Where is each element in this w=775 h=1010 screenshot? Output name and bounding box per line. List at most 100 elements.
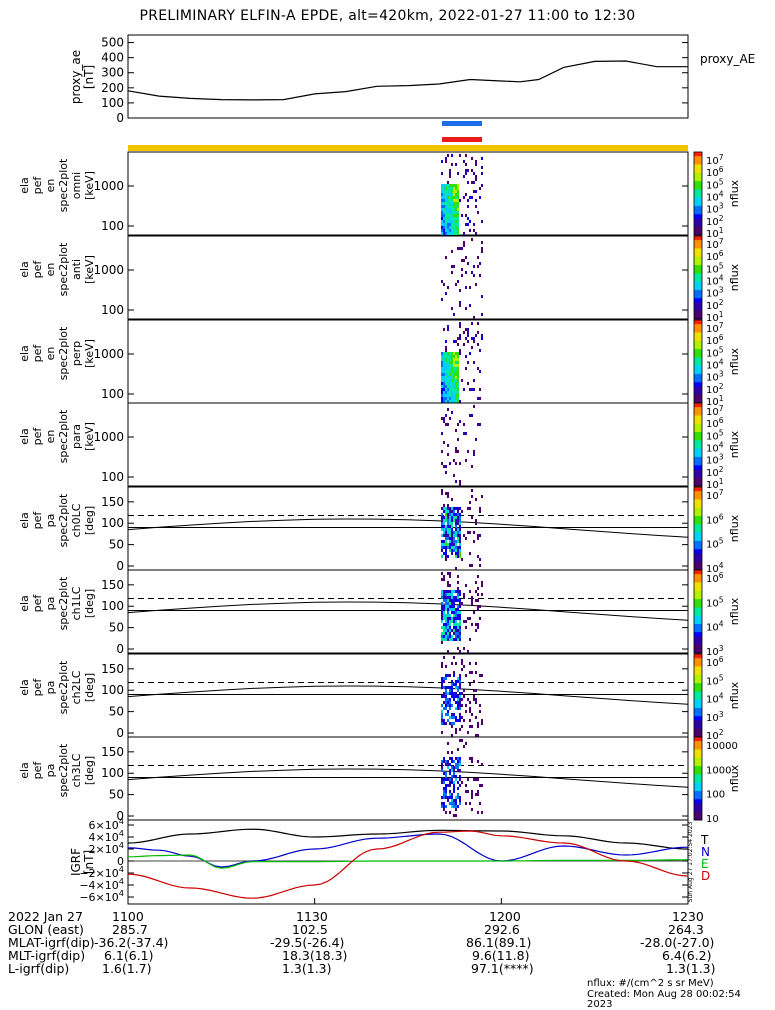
spec-pixel xyxy=(461,268,463,271)
spec-pixel xyxy=(477,256,479,259)
spec-pixel xyxy=(471,564,473,567)
spec-pixel xyxy=(449,617,451,620)
spec-pixel xyxy=(441,546,443,549)
spec-pixel xyxy=(453,692,455,695)
spec-pixel xyxy=(457,528,459,531)
spec-pixel xyxy=(441,211,443,214)
spec-pixel xyxy=(457,382,459,385)
spec-pixel xyxy=(477,587,479,590)
spec-pixel xyxy=(457,367,459,370)
spec-pixel xyxy=(465,432,467,435)
spec-pixel xyxy=(471,346,473,349)
spec-pixel xyxy=(455,385,457,388)
spec-pixel xyxy=(469,757,471,760)
spec-pixel xyxy=(455,778,457,781)
spec-ylabel: spec2plot xyxy=(57,576,70,630)
colorbar-cell xyxy=(694,236,702,241)
spec-pixel xyxy=(455,596,457,599)
spec-pixel xyxy=(471,388,473,391)
spec-pixel xyxy=(465,784,467,787)
spec-ytick-label: 100 xyxy=(101,303,124,317)
spec-pixel xyxy=(443,540,445,543)
spec-pixel xyxy=(467,382,469,385)
spec-pixel xyxy=(475,519,477,522)
spec-pixel xyxy=(455,513,457,516)
spec-pixel xyxy=(463,534,465,537)
colorbar-cell xyxy=(694,516,702,521)
spec-pixel xyxy=(477,211,479,214)
spec-pixel xyxy=(477,343,479,346)
colorbar-cell xyxy=(694,456,702,462)
colorbar-tick-label: 107 xyxy=(706,153,724,168)
spec-panel-frame xyxy=(127,151,689,236)
igrf-frame xyxy=(127,819,689,905)
spec-pixel xyxy=(457,516,459,519)
spec-pixel xyxy=(449,214,451,217)
spec-pixel xyxy=(443,692,445,695)
spec-pixel xyxy=(441,280,443,283)
spec-pixel xyxy=(443,465,445,468)
spec-pixel xyxy=(451,232,453,235)
spec-panel-frame xyxy=(127,569,689,654)
spec-pixel xyxy=(447,590,449,593)
footer-value: -36.2(-37.4) xyxy=(94,935,169,950)
spec-pixel xyxy=(445,193,447,196)
spec-pixel xyxy=(459,611,461,614)
spec-pixel xyxy=(453,590,455,593)
spec-pixel xyxy=(463,244,465,247)
spec-pixel xyxy=(453,199,455,202)
spec-pixel xyxy=(449,549,451,552)
spec-pixel xyxy=(445,196,447,199)
spec-pixel xyxy=(451,725,453,728)
spec-pixel xyxy=(445,775,447,778)
spec-pixel xyxy=(449,620,451,623)
spec-ylabel: ela xyxy=(18,512,31,529)
footer-label: GLON (east) xyxy=(8,922,84,937)
spec-pixel xyxy=(455,599,457,602)
colorbar-tick-label: 104 xyxy=(706,273,724,288)
spec-pixel xyxy=(443,400,445,403)
spec-pixel xyxy=(457,373,459,376)
spec-pixel xyxy=(457,769,459,772)
spec-pixel xyxy=(449,358,451,361)
spec-pixel xyxy=(457,626,459,629)
colorbar-cell xyxy=(694,320,702,325)
spec-pixel xyxy=(447,223,449,226)
spec-pixel xyxy=(463,423,465,426)
spec-pixel xyxy=(453,358,455,361)
spec-pixel xyxy=(481,334,483,337)
spec-pixel xyxy=(443,757,445,760)
spec-ytick-label: 150 xyxy=(101,662,124,676)
spec-pixel xyxy=(445,220,447,223)
spec-pixel xyxy=(445,537,447,540)
spec-pixel xyxy=(455,447,457,450)
colorbar-cell xyxy=(694,724,702,730)
spec-ylabel: pa xyxy=(44,597,57,611)
spec-pixel xyxy=(455,814,457,817)
spec-pixel xyxy=(473,316,475,319)
spec-pixel xyxy=(477,555,479,558)
spec-pixel xyxy=(457,343,459,346)
colorbar-cell xyxy=(694,306,702,312)
spec-ytick-label: 50 xyxy=(109,705,124,719)
colorbar-cell xyxy=(694,349,702,354)
spec-pixel xyxy=(445,805,447,808)
colorbar-cell xyxy=(694,636,702,642)
spec-pixel xyxy=(441,683,443,686)
science-zone-bar xyxy=(128,145,688,151)
colorbar-tick-label: 104 xyxy=(706,691,724,706)
spec-pixel xyxy=(447,492,449,495)
spec-pixel xyxy=(449,220,451,223)
spec-pixel xyxy=(471,322,473,325)
spec-pixel xyxy=(441,605,443,608)
spec-pixel xyxy=(441,367,443,370)
spec-pixel xyxy=(459,728,461,731)
spec-pixel xyxy=(441,665,443,668)
colorbar-tick-label: 106 xyxy=(706,655,724,670)
spec-pixel xyxy=(481,313,483,316)
spec-pixel xyxy=(455,229,457,232)
spec-pixel xyxy=(471,808,473,811)
spec-pixel xyxy=(459,778,461,781)
spec-pixel xyxy=(445,605,447,608)
